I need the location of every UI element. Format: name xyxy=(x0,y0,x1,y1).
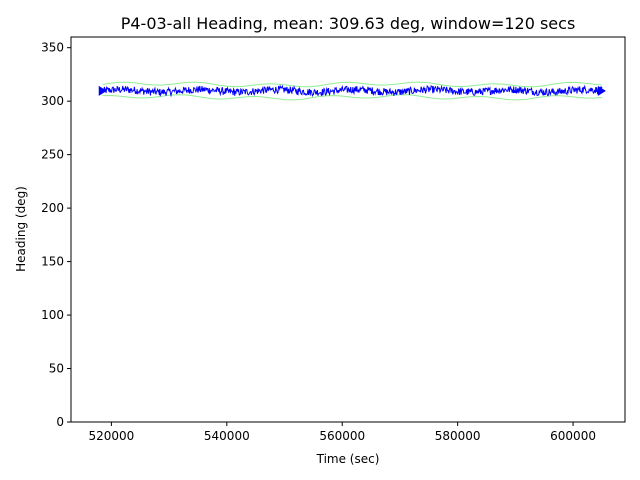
x-tick-label: 600000 xyxy=(550,429,596,443)
start-marker xyxy=(98,85,107,96)
y-axis-label: Heading (deg) xyxy=(14,186,28,272)
heading-line xyxy=(102,84,603,98)
x-axis-label: Time (sec) xyxy=(316,452,380,466)
x-axis: 520000 540000 560000 580000 600000 xyxy=(88,422,596,443)
plot-area xyxy=(71,37,625,422)
plot-frame xyxy=(70,36,626,423)
end-marker xyxy=(597,85,606,96)
x-tick-label: 540000 xyxy=(204,429,250,443)
heading-series xyxy=(98,84,606,98)
y-tick-label: 100 xyxy=(41,308,64,322)
x-tick-label: 520000 xyxy=(88,429,134,443)
y-axis: 0 50 100 150 200 250 300 350 xyxy=(41,41,71,429)
y-tick-label: 250 xyxy=(41,148,64,162)
y-tick-label: 0 xyxy=(56,415,64,429)
x-tick-label: 580000 xyxy=(435,429,481,443)
y-tick-label: 150 xyxy=(41,255,64,269)
y-tick-label: 200 xyxy=(41,201,64,215)
envelope-lines xyxy=(102,81,602,101)
chart-title: P4-03-all Heading, mean: 309.63 deg, win… xyxy=(121,14,576,33)
lower-envelope-line xyxy=(102,94,602,101)
y-tick-label: 50 xyxy=(49,362,64,376)
y-tick-label: 300 xyxy=(41,94,64,108)
upper-envelope-line xyxy=(102,81,602,88)
y-tick-label: 350 xyxy=(41,41,64,55)
x-tick-label: 560000 xyxy=(319,429,365,443)
